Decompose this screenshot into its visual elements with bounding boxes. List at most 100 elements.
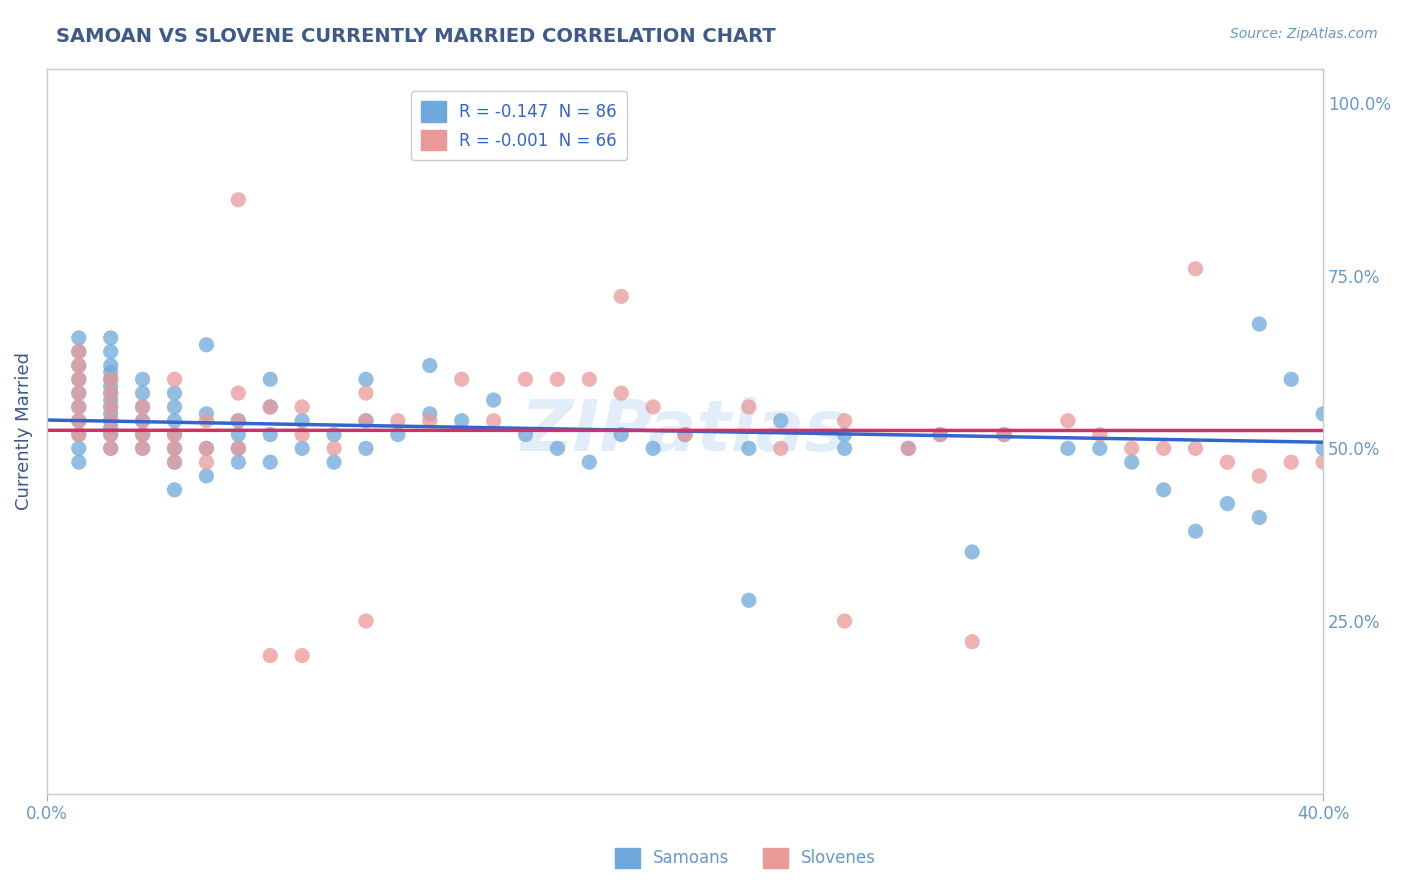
Point [1184, 524, 1206, 539]
Point [291, 427, 314, 442]
Text: SAMOAN VS SLOVENE CURRENTLY MARRIED CORRELATION CHART: SAMOAN VS SLOVENE CURRENTLY MARRIED CORR… [56, 27, 776, 45]
Point [993, 427, 1015, 442]
Point [354, 614, 377, 628]
Point [100, 359, 122, 373]
Text: ZIPatlas: ZIPatlas [522, 397, 849, 466]
Point [610, 289, 633, 303]
Point [960, 634, 983, 648]
Point [131, 386, 153, 401]
Point [354, 414, 377, 428]
Text: Source: ZipAtlas.com: Source: ZipAtlas.com [1230, 27, 1378, 41]
Point [67, 414, 90, 428]
Point [673, 427, 696, 442]
Point [100, 365, 122, 379]
Point [578, 455, 600, 469]
Point [291, 400, 314, 414]
Point [450, 372, 472, 386]
Point [195, 414, 218, 428]
Point [482, 392, 505, 407]
Point [419, 414, 441, 428]
Point [67, 400, 90, 414]
Point [291, 414, 314, 428]
Point [100, 400, 122, 414]
Point [1249, 317, 1271, 331]
Point [163, 442, 186, 456]
Point [1184, 261, 1206, 276]
Point [67, 344, 90, 359]
Point [960, 545, 983, 559]
Point [259, 400, 281, 414]
Point [163, 400, 186, 414]
Point [228, 193, 250, 207]
Point [163, 386, 186, 401]
Point [67, 331, 90, 345]
Point [1216, 455, 1239, 469]
Point [1088, 442, 1111, 456]
Point [163, 427, 186, 442]
Point [259, 427, 281, 442]
Legend: R = -0.147  N = 86, R = -0.001  N = 66: R = -0.147 N = 86, R = -0.001 N = 66 [411, 91, 627, 161]
Point [323, 427, 346, 442]
Point [67, 427, 90, 442]
Point [195, 442, 218, 456]
Point [100, 386, 122, 401]
Point [67, 400, 90, 414]
Point [1279, 372, 1302, 386]
Point [100, 442, 122, 456]
Point [419, 407, 441, 421]
Point [100, 392, 122, 407]
Point [354, 372, 377, 386]
Point [259, 648, 281, 663]
Point [834, 614, 856, 628]
Point [131, 427, 153, 442]
Point [100, 372, 122, 386]
Point [100, 372, 122, 386]
Point [163, 442, 186, 456]
Point [100, 407, 122, 421]
Point [67, 427, 90, 442]
Point [387, 414, 409, 428]
Point [100, 427, 122, 442]
Point [643, 400, 665, 414]
Point [67, 344, 90, 359]
Point [67, 359, 90, 373]
Point [228, 455, 250, 469]
Point [1216, 497, 1239, 511]
Point [897, 442, 920, 456]
Legend: Samoans, Slovenes: Samoans, Slovenes [607, 841, 883, 875]
Point [515, 372, 537, 386]
Point [993, 427, 1015, 442]
Point [291, 648, 314, 663]
Point [259, 400, 281, 414]
Point [131, 400, 153, 414]
Point [643, 442, 665, 456]
Point [1121, 442, 1143, 456]
Point [1312, 407, 1334, 421]
Point [673, 427, 696, 442]
Point [1184, 442, 1206, 456]
Point [1057, 414, 1080, 428]
Point [323, 442, 346, 456]
Point [131, 414, 153, 428]
Point [259, 372, 281, 386]
Point [195, 469, 218, 483]
Point [323, 455, 346, 469]
Point [1312, 455, 1334, 469]
Point [1121, 455, 1143, 469]
Point [738, 593, 761, 607]
Point [100, 386, 122, 401]
Point [131, 427, 153, 442]
Point [195, 455, 218, 469]
Point [515, 427, 537, 442]
Point [228, 442, 250, 456]
Point [163, 427, 186, 442]
Point [450, 414, 472, 428]
Point [228, 414, 250, 428]
Point [419, 359, 441, 373]
Point [482, 414, 505, 428]
Point [1153, 483, 1175, 497]
Point [1312, 442, 1334, 456]
Point [834, 442, 856, 456]
Point [769, 414, 792, 428]
Point [1057, 442, 1080, 456]
